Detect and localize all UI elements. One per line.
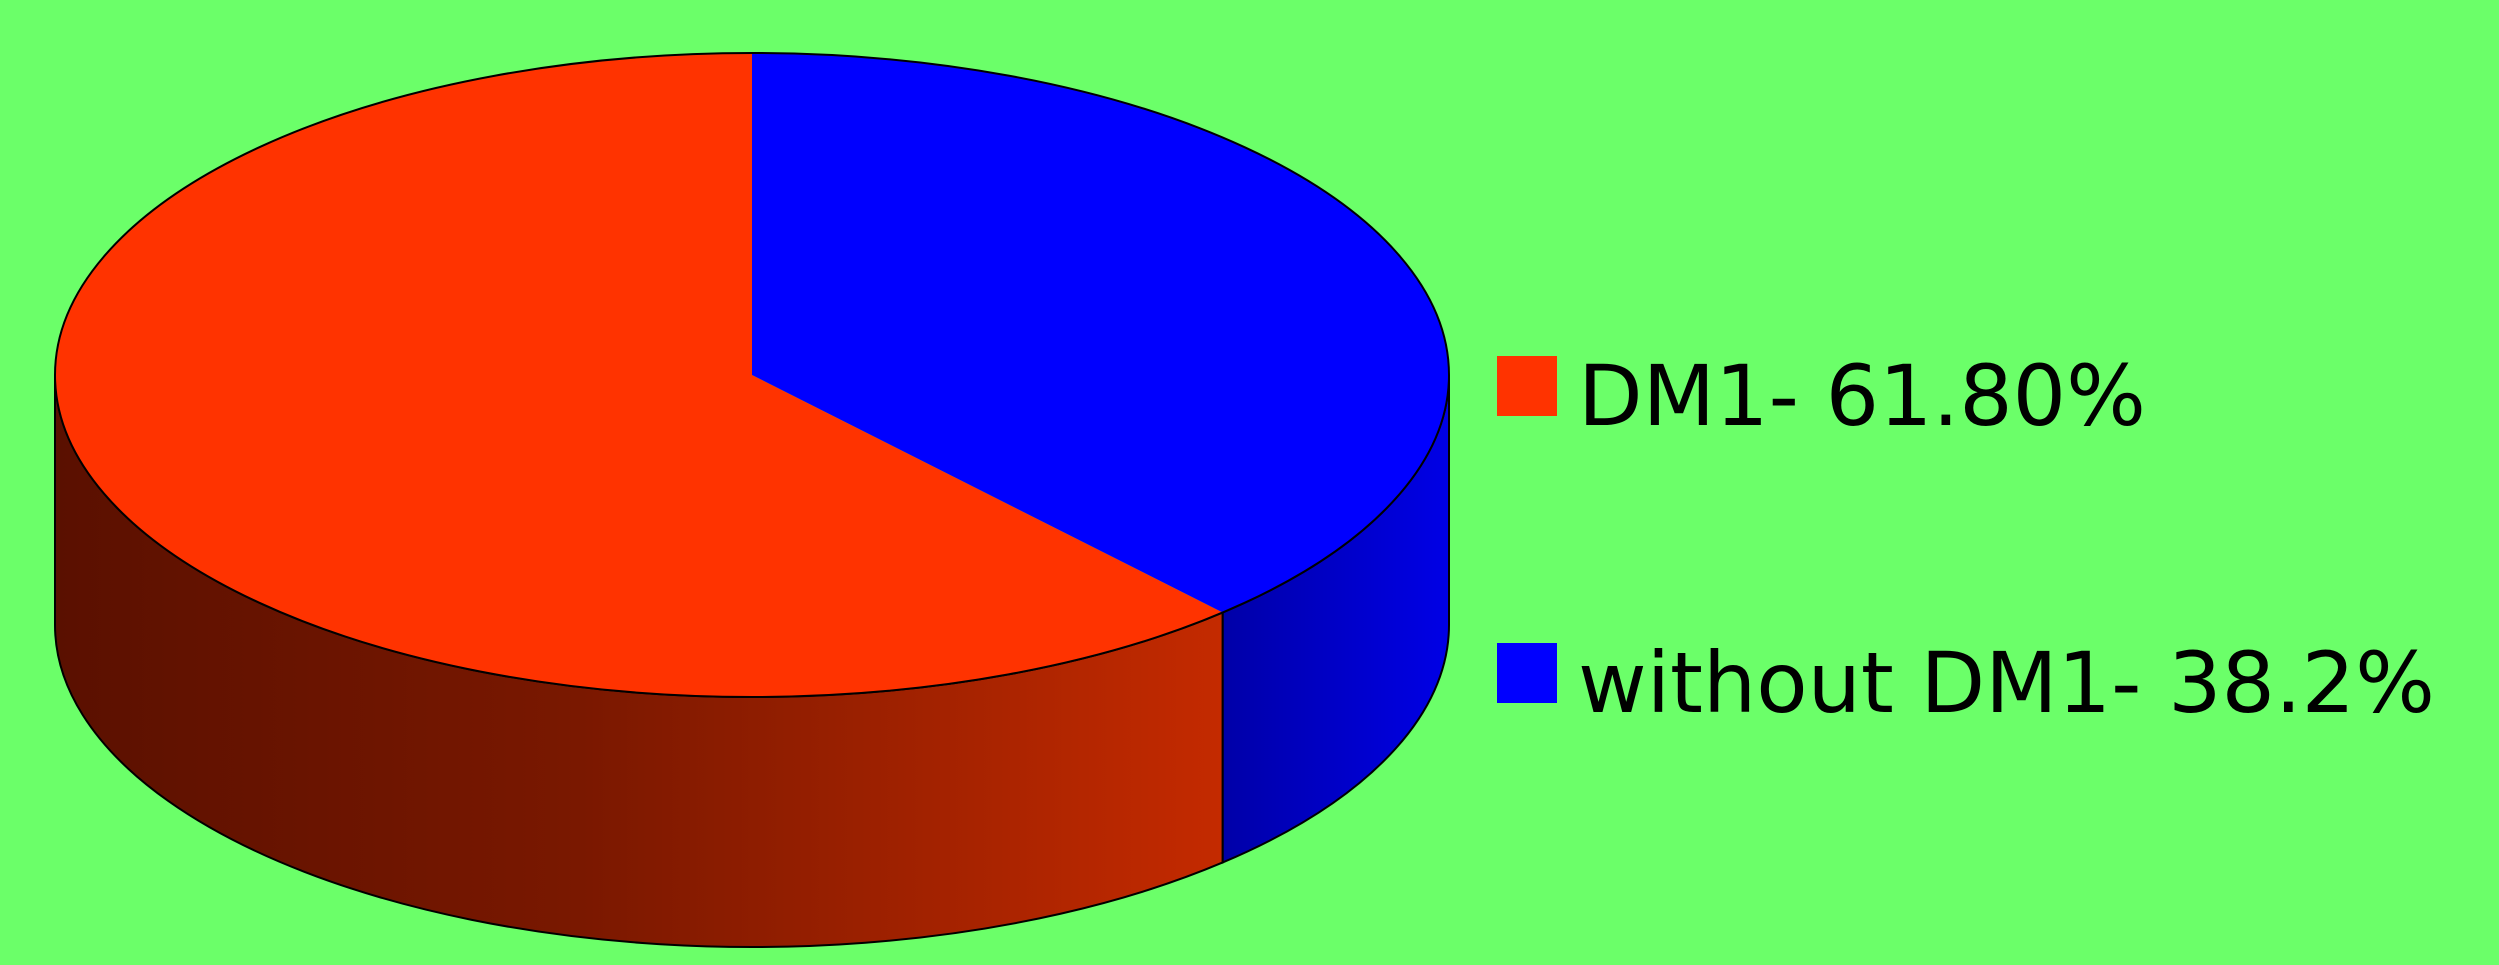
legend-swatch-dm1 xyxy=(1497,356,1557,416)
legend-label-without-dm1: without DM1- 38.2% xyxy=(1578,634,2435,732)
legend-label-dm1: DM1- 61.80% xyxy=(1578,347,2146,445)
pie-slice-1 xyxy=(752,53,1450,613)
pie-top-outline xyxy=(54,52,1450,698)
pie-group xyxy=(54,52,1450,948)
pie-slice-0 xyxy=(55,53,1223,697)
legend: DM1- 61.80% without DM1- 38.2% xyxy=(1497,347,2435,732)
legend-swatch-without-dm1 xyxy=(1497,643,1557,703)
